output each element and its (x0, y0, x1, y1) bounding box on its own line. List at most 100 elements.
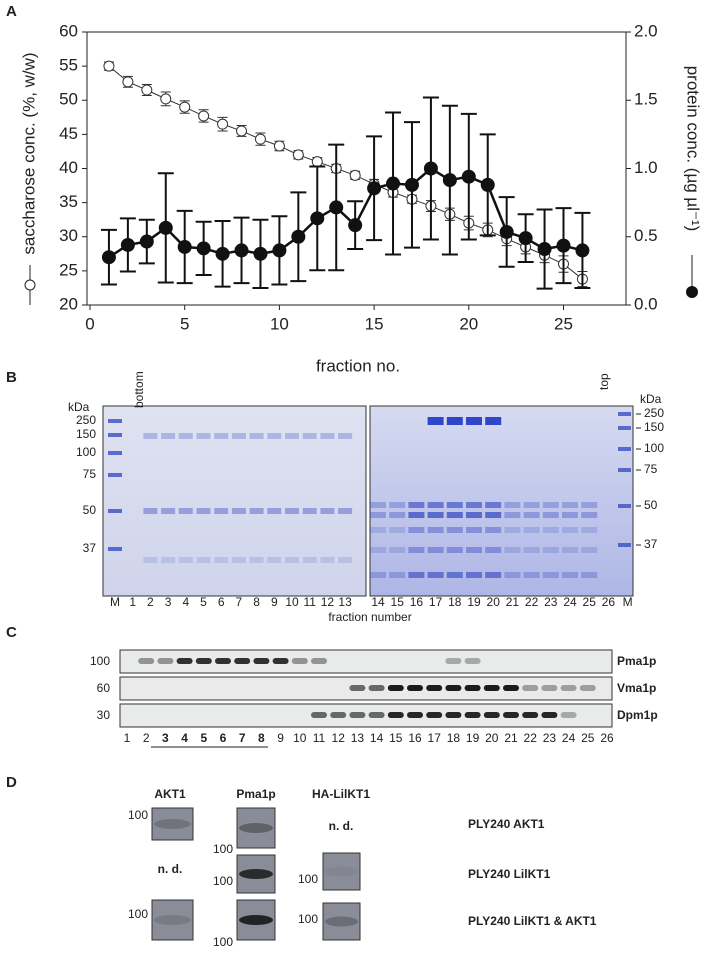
gel-band (542, 547, 559, 553)
gel-band (370, 527, 386, 533)
data-point (329, 200, 344, 215)
lane-label: 7 (239, 731, 246, 745)
gel-x-label: fraction number (328, 610, 411, 624)
data-point (273, 140, 285, 152)
blot-band (349, 685, 366, 691)
data-point (348, 218, 363, 233)
lane-label: 4 (182, 595, 189, 609)
data-point (253, 246, 268, 261)
blot-band (445, 712, 462, 718)
data-point (537, 242, 552, 257)
data-point (423, 161, 438, 176)
y-axis-label: saccharose conc. (%, w/w) (19, 52, 38, 254)
blot-band (541, 712, 558, 718)
blot-band (560, 685, 577, 691)
gel-band (523, 572, 540, 578)
marker-label: 100 (644, 441, 664, 455)
blot-band (311, 658, 327, 664)
data-point (158, 220, 173, 235)
blot-band (253, 658, 270, 664)
blot-band (426, 712, 443, 718)
lane-label: 9 (271, 595, 278, 609)
blot-band (234, 658, 251, 664)
data-point (461, 169, 476, 184)
gel-band (408, 527, 425, 533)
blot-band (157, 658, 174, 664)
x-tick-label: 15 (365, 314, 384, 333)
marker-label: 75 (83, 467, 97, 481)
gel-band (446, 512, 463, 518)
blot-band (407, 712, 423, 718)
marker-label: 150 (76, 427, 96, 441)
blot-band (387, 712, 404, 718)
gel-band (161, 433, 176, 439)
gel-band (427, 512, 444, 518)
gel-band (214, 557, 229, 563)
gel-band (143, 508, 158, 514)
gel-band (320, 557, 335, 563)
lane-label: 14 (370, 731, 384, 745)
gel-band (485, 512, 502, 518)
gel-band (427, 417, 444, 425)
panel-label: D (6, 774, 17, 791)
marker-label: 100 (90, 654, 110, 668)
x-tick-label: 5 (180, 314, 189, 333)
lane-label: 15 (389, 731, 403, 745)
lane-label: 22 (524, 731, 538, 745)
marker-label: 37 (644, 537, 658, 551)
gel-band (504, 527, 521, 533)
blot-box (322, 902, 361, 941)
gel-band (320, 508, 335, 514)
gel-band (466, 572, 482, 578)
y2-tick-label: 1.0 (634, 158, 658, 177)
blot-band (215, 658, 231, 664)
gel-band (214, 508, 229, 514)
protein-label: Dpm1p (617, 708, 658, 722)
column-header: HA-LilKT1 (312, 787, 370, 801)
blot-box (236, 807, 276, 849)
gel-band (389, 502, 406, 508)
gel-band (485, 502, 502, 508)
gel-band (285, 508, 299, 514)
gel-band (427, 547, 444, 553)
not-detected: n. d. (329, 819, 354, 833)
row-label: PLY240 AKT1 (468, 817, 545, 831)
data-point (139, 234, 154, 249)
marker-label: 37 (83, 541, 97, 555)
column-header: Pma1p (236, 787, 275, 801)
blot-band (464, 712, 481, 718)
lane-label: 12 (321, 595, 335, 609)
gel-band (542, 512, 559, 518)
lane-label: 13 (338, 595, 352, 609)
not-detected: n. d. (158, 862, 183, 876)
kda-label: kDa (68, 400, 90, 414)
data-point (198, 110, 210, 122)
x-tick-label: 20 (459, 314, 478, 333)
gel-band (504, 512, 521, 518)
panel-label: B (6, 369, 17, 386)
gel-band (562, 572, 578, 578)
gel-band (231, 557, 246, 563)
marker-label: 50 (644, 498, 658, 512)
gel-band (581, 502, 598, 508)
gel-band (427, 572, 444, 578)
gel-band (389, 512, 406, 518)
blot-band (349, 712, 366, 718)
gel-band (466, 547, 482, 553)
blot-band (407, 685, 423, 691)
x-tick-label: 0 (85, 314, 94, 333)
data-point (291, 229, 306, 244)
gel-band (108, 473, 122, 477)
data-point (215, 246, 230, 261)
gel-band (618, 447, 631, 451)
blot-band (176, 658, 193, 664)
gel-band (196, 433, 211, 439)
lane-label: 15 (391, 595, 405, 609)
marker-label: 50 (83, 503, 97, 517)
data-point (404, 177, 419, 192)
gel-band (370, 547, 386, 553)
gel-band (485, 527, 502, 533)
data-point (556, 238, 571, 253)
gel-band (542, 502, 559, 508)
